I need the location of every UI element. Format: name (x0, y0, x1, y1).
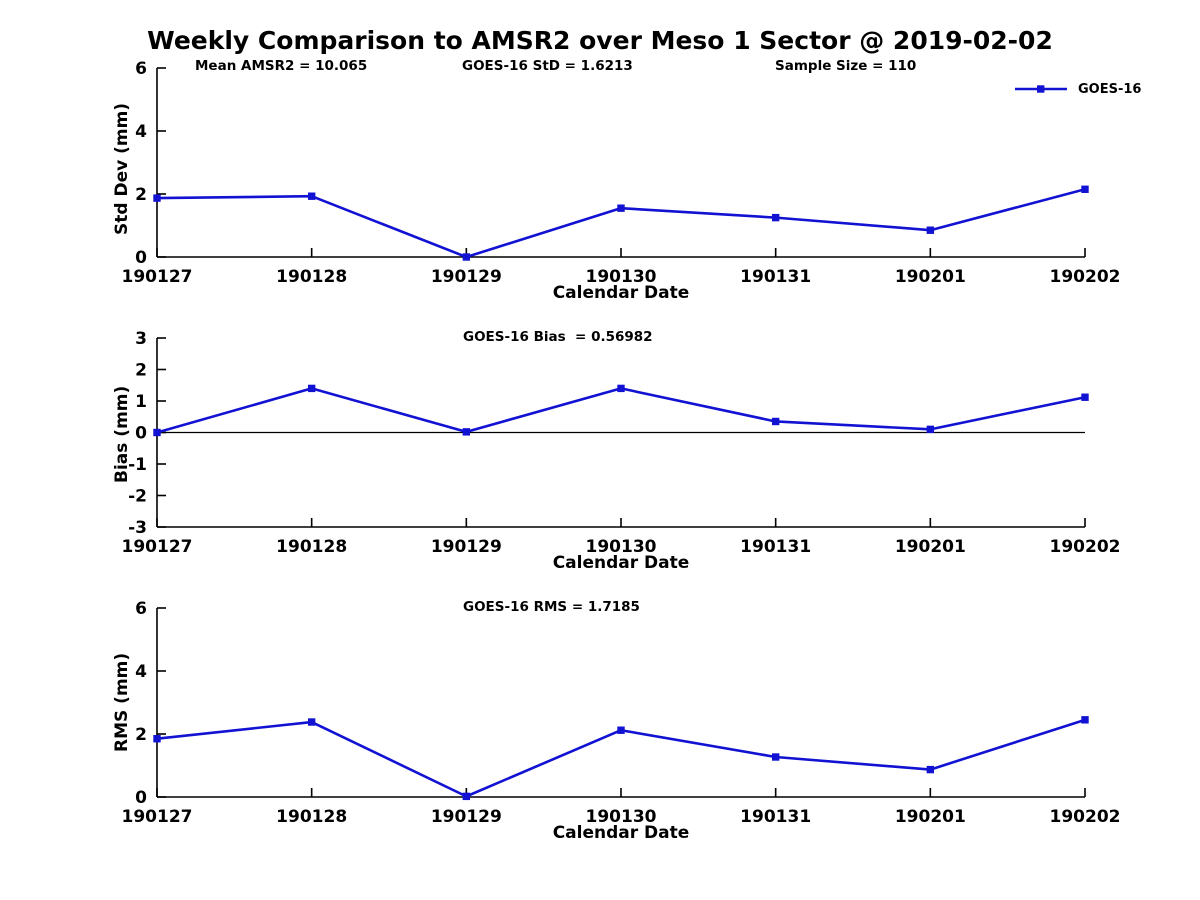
data-point-marker (462, 792, 471, 801)
data-point-marker (926, 226, 935, 234)
x-tick-label: 190201 (895, 807, 966, 827)
data-point-marker (153, 735, 161, 743)
y-tick-label: -2 (128, 487, 147, 507)
x-tick-label: 190201 (895, 537, 966, 557)
data-point-marker (926, 425, 935, 434)
legend-label: GOES-16 (1078, 81, 1142, 97)
data-point-marker (617, 384, 625, 393)
annotation-mean-amsr2: Mean AMSR2 = 10.065 (195, 58, 368, 74)
data-point-marker (462, 428, 471, 436)
y-tick-label: 6 (135, 599, 147, 619)
annotation-goes16-rms: GOES-16 RMS = 1.7185 (463, 599, 640, 615)
data-point-marker (307, 192, 316, 200)
y-axis-label-rms: RMS (mm) (112, 652, 132, 752)
figure-title: Weekly Comparison to AMSR2 over Meso 1 S… (147, 26, 1053, 55)
x-tick-label: 190201 (895, 267, 966, 287)
data-point-marker (307, 718, 316, 726)
y-tick-label: 0 (135, 788, 147, 808)
y-tick-label: 2 (135, 361, 147, 381)
x-axis-label-rms: Calendar Date (552, 823, 690, 843)
annotation-sample-size: Sample Size = 110 (775, 58, 917, 74)
x-tick-label: 190131 (740, 807, 811, 827)
y-tick-label: 2 (135, 185, 147, 205)
x-tick-label: 190129 (431, 267, 502, 287)
x-tick-label: 190202 (1050, 267, 1121, 287)
data-point-marker (1081, 185, 1089, 193)
data-point-marker (771, 753, 780, 761)
x-tick-label: 190130 (586, 807, 657, 827)
y-tick-label: 0 (135, 248, 147, 268)
subplot-rms-canvas: 0 2 4 6 190127 190128 190129 190130 190131 190201… (122, 599, 1121, 827)
x-tick-label: 190127 (122, 267, 193, 287)
x-tick-label: 190128 (276, 807, 347, 827)
y-tick-label: -3 (128, 518, 147, 538)
y-axis-label-stddev: Std Dev (mm) (112, 102, 132, 235)
data-point-marker (926, 765, 935, 774)
x-tick-label: 190202 (1050, 537, 1121, 557)
x-tick-label: 190128 (276, 537, 347, 557)
x-tick-label: 190131 (740, 537, 811, 557)
data-point-marker (617, 204, 625, 212)
x-axis-label-bias: Calendar Date (552, 553, 690, 573)
x-tick-label: 190127 (122, 537, 193, 557)
y-tick-label: 1 (135, 392, 147, 412)
x-tick-label: 190129 (431, 807, 502, 827)
y-tick-label: 0 (135, 424, 147, 444)
data-point-marker (771, 213, 780, 222)
x-tick-label: 190130 (586, 537, 657, 557)
data-point-marker (153, 194, 161, 202)
y-tick-label: 2 (135, 725, 147, 745)
x-tick-label: 190129 (431, 537, 502, 557)
x-tick-label: 190127 (122, 807, 193, 827)
data-point-marker (1081, 393, 1089, 401)
y-tick-label: 3 (135, 329, 147, 349)
data-point-marker (153, 428, 161, 437)
y-tick-label: 4 (135, 662, 147, 682)
x-tick-label: 190128 (276, 267, 347, 287)
series-line (156, 387, 1086, 434)
annotation-goes16-std: GOES-16 StD = 1.6213 (462, 58, 633, 74)
x-tick-label: 190131 (740, 267, 811, 287)
x-tick-label: 190130 (586, 267, 657, 287)
data-point-marker (617, 726, 625, 734)
legend: GOES-16 (1014, 81, 1141, 97)
data-point-marker (307, 384, 316, 393)
legend-line-marker-icon (1015, 85, 1067, 93)
subplot-stddev-canvas: 0 2 4 6 190127 190128 190129 190130 190131 190201… (122, 59, 1121, 287)
data-point-marker (462, 253, 471, 261)
x-tick-label: 190202 (1050, 807, 1121, 827)
data-point-marker (1081, 716, 1089, 724)
series-line (156, 188, 1086, 259)
data-point-marker (771, 417, 780, 426)
annotation-goes16-bias: GOES-16 Bias = 0.56982 (463, 329, 653, 345)
x-axis-label-stddev: Calendar Date (552, 283, 690, 303)
y-axis-label-bias: Bias (mm) (112, 385, 132, 483)
y-tick-label: 4 (135, 122, 147, 142)
y-tick-label: 6 (135, 59, 147, 79)
y-tick-label: -1 (128, 455, 147, 475)
